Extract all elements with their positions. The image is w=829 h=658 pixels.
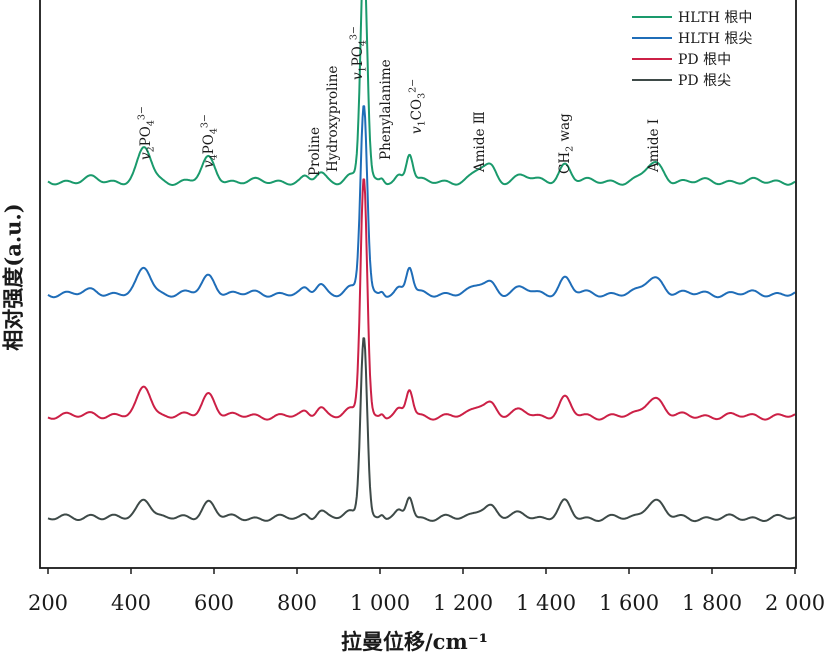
annotation-sub: 4 [145,120,157,127]
annotation-v1po4: v1PO43− [348,26,369,80]
legend-label: HLTH 根尖 [678,30,753,47]
annotation-v2po4: v2PO43− [136,106,157,160]
annotation-prefix: v [138,152,154,160]
x-tick-label: 1 200 [433,591,493,615]
series-line [47,178,796,421]
x-tick-label: 200 [28,591,68,615]
annotation-ch2wag: CH2 wag [557,113,576,174]
legend-swatch [632,78,672,81]
annotation-sub: 4 [357,40,369,47]
annotation-prefix: v [201,160,217,168]
annotation-prefix-sub: 1 [416,120,428,127]
series-line [47,337,796,523]
x-tick-label: 1 000 [350,591,410,615]
legend-label: HLTH 根中 [678,9,753,26]
series-line [47,0,796,186]
annotation-main: Proline [307,127,323,176]
x-tick-label: 600 [194,591,234,615]
annotation-prefix: v [350,72,366,80]
annotation-sub: 2 [564,145,576,152]
legend-item: PD 根尖 [632,69,822,90]
legend-label: PD 根尖 [678,72,732,89]
annotation-prefix-sub: 4 [208,154,220,161]
annotation-main: CO [409,98,425,121]
plot-frame [39,0,797,569]
x-tick-label: 1 400 [516,591,576,615]
x-tick-label: 1 600 [599,591,659,615]
annotation-main: PO [201,134,217,155]
legend-item: PD 根中 [632,48,822,69]
annotation-main: PO [138,126,154,147]
annotation-sub: 3 [416,92,428,99]
y-axis-label: 相对强度(a.u.) [1,203,26,351]
annotation-main: CH [557,151,573,174]
annotation-proline: Proline [307,127,323,176]
annotation-prefix: v [409,126,425,134]
x-axis-label: 拉曼位移/cm⁻¹ [341,629,488,654]
annotation-main: Amide Ⅲ [472,111,488,172]
x-axis-ticks: 200 400 600 800 1 000 1 200 1 400 1 600 1 800 2 0… [28,568,825,615]
series-line [47,105,796,299]
annotation-v4po4: v4PO43− [199,114,220,168]
legend-item: HLTH 根中 [632,6,822,27]
legend-swatch [632,57,672,60]
annotation-phenylalanine: Phenylalanime [378,59,394,160]
annotation-sup: 3− [348,26,360,41]
annotation-amide3: Amide Ⅲ [472,111,488,172]
annotation-main: Phenylalanime [378,59,394,160]
annotation-prefix-sub: 2 [145,146,157,153]
annotation-sup: 3− [199,114,211,129]
legend-swatch [632,15,672,18]
y-axis-label-wrap: 相对强度(a.u.) [0,162,26,392]
annotation-post: wag [557,113,573,146]
legend-item: HLTH 根尖 [632,27,822,48]
annotation-sup: 2− [407,78,419,93]
annotation-sub: 4 [208,128,220,135]
annotation-v1co3: v1CO32− [407,78,428,134]
annotation-main: Hydroxyproline [325,65,341,172]
x-tick-label: 800 [277,591,317,615]
legend-swatch [632,36,672,39]
annotation-main: PO [350,46,366,67]
x-tick-label: 2 000 [765,591,825,615]
series-layer [47,0,796,523]
annotation-hydroxyproline: Hydroxyproline [325,65,341,172]
annotation-amide1: Amide Ⅰ [646,118,662,172]
x-tick-label: 400 [111,591,151,615]
x-tick-label: 1 800 [682,591,742,615]
annotation-sup: 3− [136,106,148,121]
legend: HLTH 根中 HLTH 根尖 PD 根中 PD 根尖 [632,6,822,90]
annotation-main: Amide Ⅰ [646,118,662,172]
legend-label: PD 根中 [678,51,732,68]
annotation-prefix-sub: 1 [357,66,369,73]
